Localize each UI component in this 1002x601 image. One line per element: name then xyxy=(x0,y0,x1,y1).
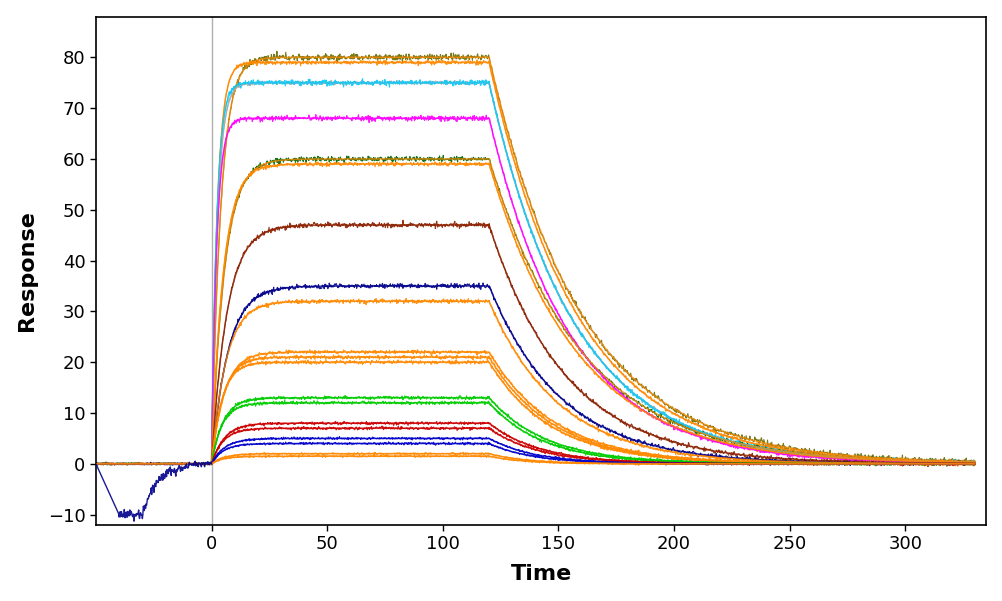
X-axis label: Time: Time xyxy=(510,564,571,584)
Y-axis label: Response: Response xyxy=(17,210,37,331)
